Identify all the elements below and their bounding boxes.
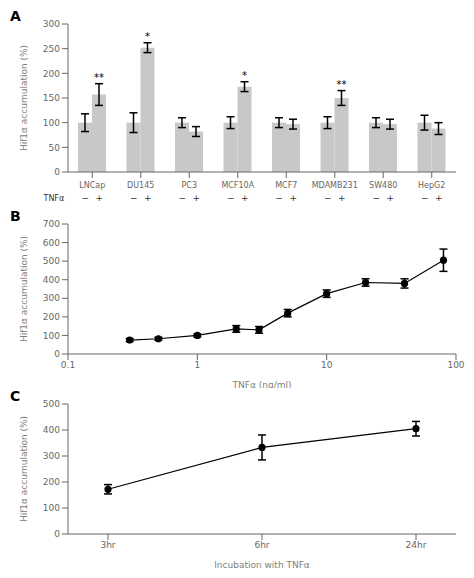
svg-text:400: 400 [43,275,60,285]
svg-text:PC3: PC3 [182,181,198,190]
svg-text:Incubation with TNFα: Incubation with TNFα [214,560,310,568]
svg-text:Hif1α accumulation (%): Hif1α accumulation (%) [19,236,29,342]
svg-text:500: 500 [43,399,60,409]
svg-text:1: 1 [194,360,200,370]
svg-text:0: 0 [54,167,60,177]
svg-text:300: 300 [43,293,60,303]
svg-text:600: 600 [43,238,60,248]
svg-text:100: 100 [43,118,60,128]
svg-text:−: − [421,193,429,203]
svg-text:HepG2: HepG2 [418,181,445,190]
svg-text:−: − [130,193,138,203]
svg-text:100: 100 [43,331,60,341]
svg-text:6hr: 6hr [254,540,269,550]
svg-text:*: * [145,31,150,42]
svg-text:Hif1α accumulation (%): Hif1α accumulation (%) [19,45,29,151]
svg-text:MCF7: MCF7 [275,181,297,190]
svg-text:+: + [241,193,249,203]
svg-text:−: − [178,193,186,203]
svg-text:+: + [435,193,443,203]
svg-text:**: ** [337,79,347,90]
svg-text:300: 300 [43,19,60,29]
svg-text:500: 500 [43,256,60,266]
svg-text:−: − [227,193,235,203]
svg-text:+: + [386,193,394,203]
svg-text:250: 250 [43,44,60,54]
html-text:C: C [10,388,21,404]
svg-text:Hif1α accumulation (%): Hif1α accumulation (%) [19,416,29,522]
svg-text:400: 400 [43,425,60,435]
svg-text:**: ** [94,72,104,83]
svg-text:DU145: DU145 [127,181,154,190]
svg-text:+: + [144,193,152,203]
html-text:A: A [10,8,21,24]
svg-text:−: − [81,193,89,203]
svg-text:+: + [192,193,200,203]
svg-text:LNCap: LNCap [79,181,105,190]
svg-text:−: − [372,193,380,203]
svg-text:−: − [324,193,332,203]
svg-text:SW480: SW480 [369,181,397,190]
svg-text:+: + [338,193,346,203]
svg-text:−: − [275,193,283,203]
svg-text:0.1: 0.1 [61,360,75,370]
svg-text:24hr: 24hr [406,540,427,550]
svg-text:+: + [289,193,297,203]
html-text:B: B [10,208,21,224]
svg-text:+: + [95,193,103,203]
svg-text:MDAMB231: MDAMB231 [312,181,358,190]
svg-text:700: 700 [43,219,60,229]
svg-text:50: 50 [49,143,61,153]
svg-text:TNFα: TNFα [43,194,65,203]
svg-text:150: 150 [43,93,60,103]
svg-text:MCF10A: MCF10A [221,181,254,190]
svg-text:200: 200 [43,312,60,322]
svg-text:100: 100 [447,360,464,370]
svg-text:0: 0 [54,349,60,359]
svg-text:*: * [242,70,247,81]
svg-text:0: 0 [54,529,60,539]
svg-text:300: 300 [43,451,60,461]
svg-text:200: 200 [43,69,60,79]
svg-text:100: 100 [43,503,60,513]
svg-text:3hr: 3hr [100,540,115,550]
svg-text:200: 200 [43,477,60,487]
svg-text:TNFα (ng/ml): TNFα (ng/ml) [232,380,292,388]
svg-text:10: 10 [321,360,333,370]
